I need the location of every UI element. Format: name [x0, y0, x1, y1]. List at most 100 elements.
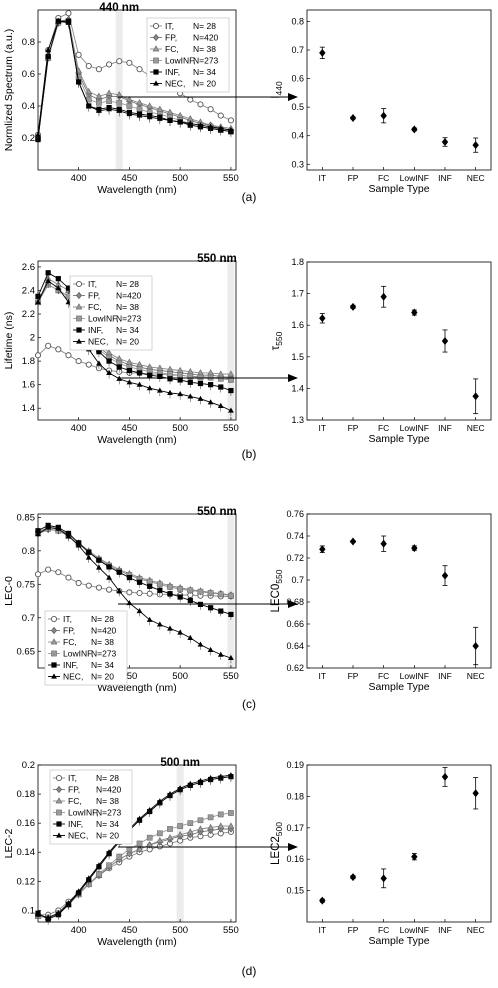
- y-tick-label: 0.8: [22, 37, 35, 48]
- y-tick-label: 0.16: [286, 854, 304, 864]
- series-point: [35, 528, 41, 534]
- series-point: [197, 101, 204, 108]
- series-point: [227, 117, 234, 124]
- legend-marker: [75, 280, 83, 288]
- series-point: [136, 381, 143, 387]
- axes-frame: [37, 513, 237, 669]
- series-point: [156, 387, 163, 393]
- series-point: [197, 825, 204, 832]
- highlight-label: 550 nm: [197, 253, 237, 265]
- series-point: [146, 102, 154, 109]
- series-point: [96, 862, 102, 868]
- series-point: [126, 379, 133, 385]
- axes-frame: [306, 261, 492, 421]
- series-point: [177, 785, 184, 791]
- series-point: [65, 19, 72, 25]
- x-tick-label: INF: [438, 423, 452, 433]
- legend-count: N=273: [91, 649, 117, 659]
- series-point: [227, 370, 235, 377]
- series-point: [187, 373, 194, 380]
- legend-name: FC,: [165, 44, 179, 54]
- legend-marker: [51, 626, 57, 635]
- data-point: [441, 337, 449, 345]
- series-point: [197, 122, 204, 128]
- legend-name: FP,: [68, 785, 80, 795]
- legend-marker: [153, 69, 159, 75]
- y-tick-label: 1.5: [291, 352, 304, 362]
- series-point: [85, 102, 92, 109]
- series-point: [166, 833, 174, 841]
- axes-frame: [306, 513, 492, 669]
- series-fp: [35, 525, 234, 599]
- data-point: [441, 571, 449, 580]
- series-point: [95, 584, 102, 591]
- legend-name: FC,: [88, 302, 102, 312]
- series-point: [156, 830, 163, 837]
- legend-name: IT,: [165, 21, 174, 31]
- series-point: [228, 126, 234, 133]
- series-point: [106, 862, 112, 869]
- series-point: [228, 377, 234, 383]
- series-point: [187, 597, 193, 603]
- series-point: [177, 390, 184, 397]
- series-point: [55, 276, 61, 282]
- series-point: [35, 911, 41, 917]
- series-lowinf: [35, 525, 234, 599]
- legend-count: N=420: [96, 785, 122, 795]
- axes-frame: [306, 9, 492, 171]
- legend-marker: [76, 338, 82, 344]
- legend-count: N= 38: [116, 302, 139, 312]
- y-axis-label: I440: [270, 81, 284, 99]
- series-point: [217, 773, 224, 779]
- x-axis-label: Wavelength (nm): [97, 434, 177, 446]
- series-point: [136, 589, 143, 597]
- y-tick-label: 0.8: [22, 546, 35, 557]
- series-point: [65, 900, 72, 906]
- legend-marker: [76, 315, 82, 322]
- legend-count: N=273: [96, 808, 122, 818]
- x-tick-label: IT: [319, 671, 327, 681]
- legend: IT, N= 28 FP, N=420 FC, N= 38 LowINF,N=273 INF,…: [44, 610, 128, 686]
- series-point: [167, 591, 173, 597]
- series-point: [187, 634, 194, 640]
- legend-marker: [56, 785, 62, 794]
- legend-marker: [51, 650, 57, 657]
- legend-name: FP,: [88, 291, 100, 301]
- axes-frame: [37, 764, 237, 923]
- y-tick-label: 0.14: [17, 847, 36, 858]
- legend-name: IT,: [63, 614, 72, 624]
- axes-frame: [306, 764, 492, 923]
- series-point: [65, 352, 72, 359]
- legend-marker: [55, 797, 63, 804]
- arrow-head: [288, 93, 298, 101]
- series-point: [55, 284, 62, 291]
- series-point: [116, 569, 122, 575]
- series-point: [228, 387, 234, 394]
- y-tick-label: 1.8: [22, 356, 35, 367]
- series-point: [55, 525, 62, 531]
- series-point: [146, 616, 153, 622]
- x-tick-label: INF: [438, 173, 452, 183]
- series-line: [37, 528, 231, 596]
- series-point: [106, 106, 112, 112]
- y-tick-label: 2.4: [22, 285, 35, 296]
- data-point: [411, 308, 418, 317]
- series-point: [85, 875, 92, 881]
- series-point: [35, 530, 41, 537]
- series-point: [207, 106, 214, 113]
- series-point: [136, 112, 143, 118]
- series-point: [207, 369, 215, 376]
- data-point: [349, 302, 357, 311]
- series-point: [197, 380, 204, 387]
- x-tick-label: FP: [348, 173, 359, 183]
- series-point: [106, 574, 112, 580]
- panel-1: 440 nm 400 450 500 550 0.2 0.4 0.6 0.8 Wavelength…: [3, 2, 492, 204]
- series-point: [136, 607, 143, 614]
- x-tick-label: 500: [172, 173, 188, 184]
- x-tick-label: INF: [438, 671, 452, 681]
- legend-name: LowINF,: [63, 649, 94, 659]
- data-point: [411, 125, 418, 134]
- series-point: [197, 641, 204, 647]
- series-point: [147, 583, 153, 589]
- highlight-band: [227, 261, 235, 420]
